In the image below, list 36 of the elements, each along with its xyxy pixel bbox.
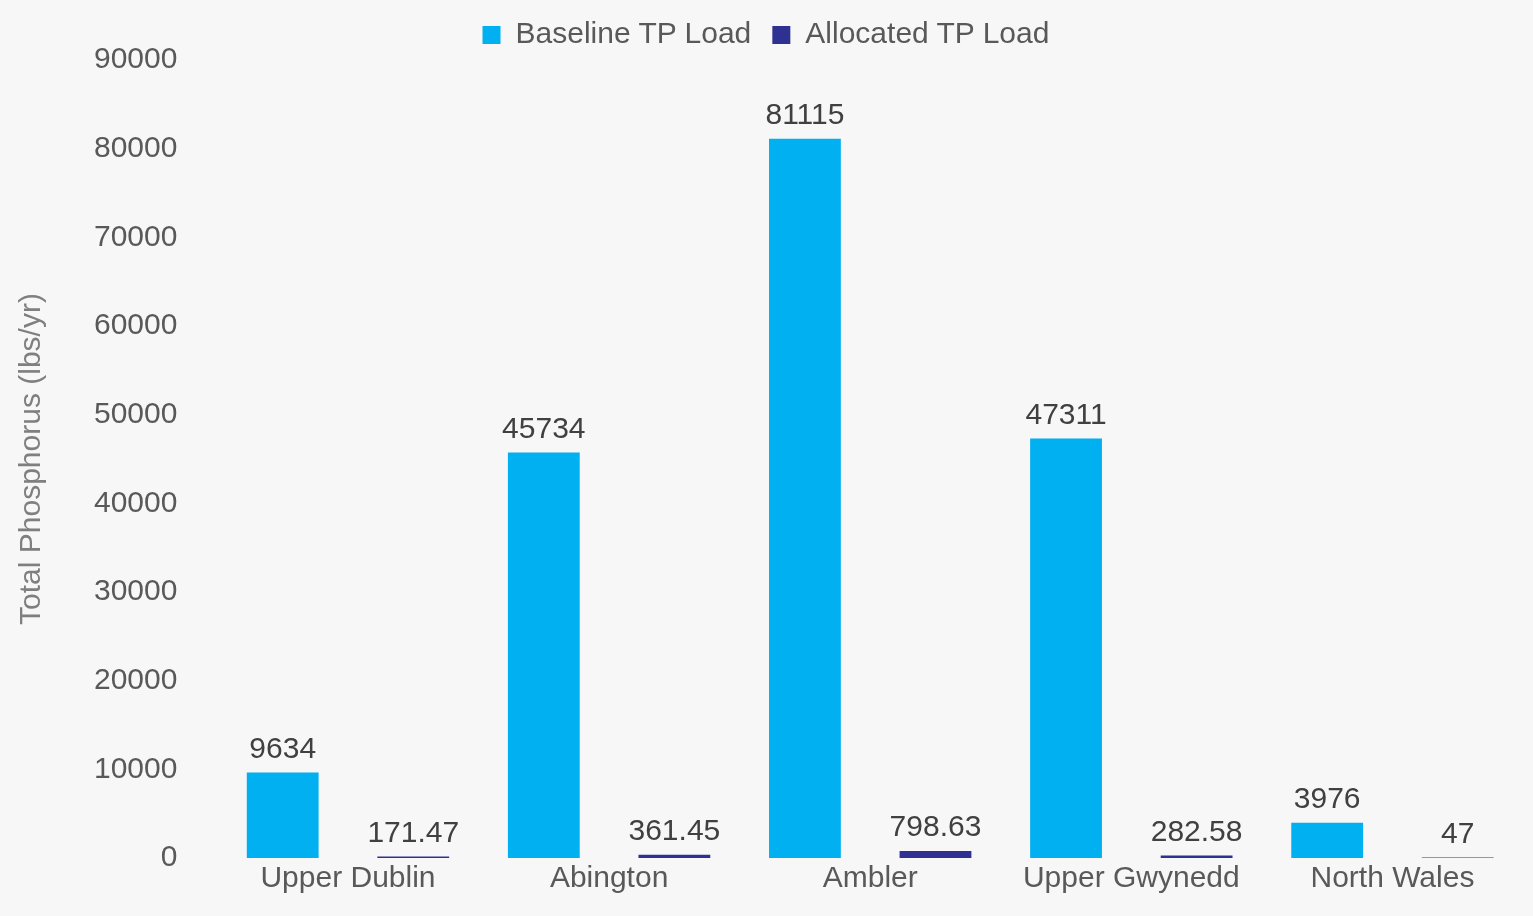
y-tick-label: 20000 [93, 661, 178, 695]
y-tick-label: 40000 [93, 484, 178, 518]
data-label: 47 [1441, 815, 1475, 849]
data-label: 171.47 [367, 814, 460, 848]
data-label: 45734 [502, 410, 586, 444]
bar [899, 850, 972, 858]
y-axis-title: Total Phosphorus (lbs/yr) [13, 293, 47, 625]
y-tick-label: 30000 [93, 573, 178, 607]
data-label: 81115 [765, 97, 845, 131]
bar [507, 452, 580, 858]
bar [1291, 822, 1364, 858]
bar [1160, 855, 1233, 858]
y-tick-label: 50000 [93, 395, 178, 429]
y-tick-label: 60000 [93, 307, 178, 341]
y-tick-label: 10000 [93, 750, 178, 784]
data-label: 361.45 [628, 813, 721, 847]
bar [769, 138, 841, 858]
data-label: 282.58 [1150, 813, 1243, 847]
y-tick-label: 90000 [93, 41, 178, 75]
x-tick-label: North Wales [1310, 860, 1475, 894]
data-label: 47311 [1025, 396, 1107, 430]
legend-label: Baseline TP Load [515, 16, 752, 50]
x-tick-label: Ambler [822, 860, 918, 894]
y-tick-label: 0 [160, 839, 178, 873]
x-tick-label: Upper Gwynedd [1022, 860, 1240, 894]
y-tick-label: 80000 [93, 129, 178, 163]
legend-label: Allocated TP Load [805, 16, 1050, 50]
x-tick-label: Upper Dublin [260, 860, 436, 894]
bar [1030, 438, 1102, 858]
data-label: 9634 [249, 730, 317, 764]
data-label: 3976 [1293, 781, 1361, 815]
bar [638, 854, 711, 858]
y-tick-label: 70000 [93, 218, 178, 252]
bar [246, 772, 319, 858]
x-tick-label: Abington [549, 860, 669, 894]
data-label: 798.63 [889, 809, 982, 843]
